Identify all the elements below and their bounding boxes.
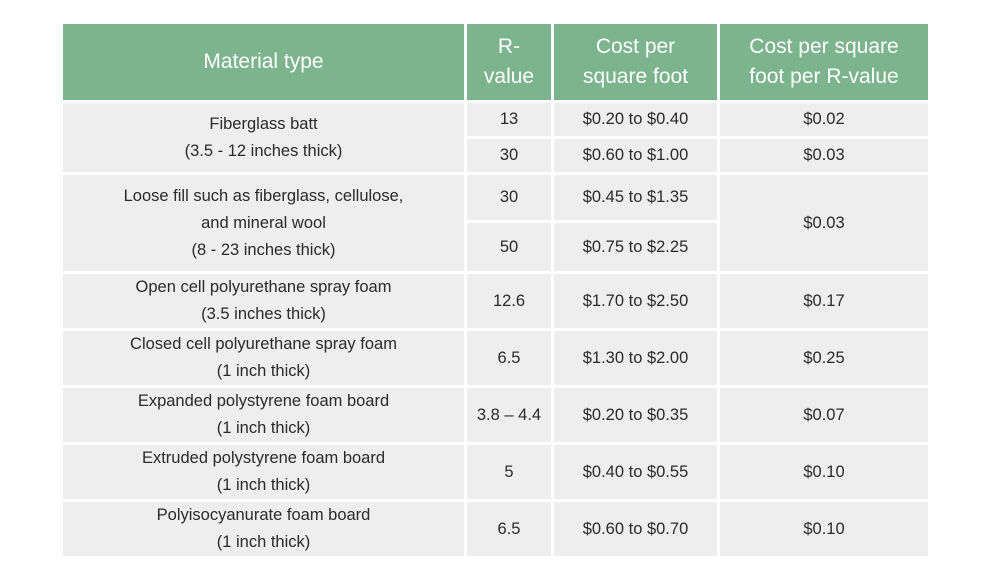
cost-per-r-cell: $0.03	[720, 139, 928, 172]
material-line: Fiberglass batt	[209, 114, 318, 133]
material-cell: Closed cell polyurethane spray foam (1 i…	[63, 331, 464, 385]
material-line: and mineral wool	[201, 213, 326, 232]
r-value-cell: 6.5	[467, 331, 551, 385]
r-value-cell: 30	[467, 175, 551, 220]
material-line: Open cell polyurethane spray foam	[135, 278, 392, 296]
material-cell: Expanded polystyrene foam board (1 inch …	[63, 388, 464, 442]
material-line: Loose fill such as fiberglass, cellulose…	[123, 186, 404, 205]
header-cost-per-r-line-1: Cost per square	[749, 35, 899, 58]
r-value-cell: 6.5	[467, 502, 551, 556]
header-cost-line-2: square foot	[582, 65, 689, 88]
material-cell: Extruded polystyrene foam board (1 inch …	[63, 445, 464, 499]
cost-cell: $0.75 to $2.25	[554, 223, 717, 271]
header-material-type-line: Material type	[203, 50, 324, 73]
material-line: Expanded polystyrene foam board	[137, 392, 390, 410]
r-value-cell: 13	[467, 103, 551, 136]
r-value-cell: 5	[467, 445, 551, 499]
cost-cell: $0.60 to $0.70	[554, 502, 717, 556]
table-row: 50 $0.75 to $2.25	[63, 223, 928, 271]
cost-cell: $0.60 to $1.00	[554, 139, 717, 172]
cost-per-r-cell: $0.25	[720, 331, 928, 385]
r-value-cell: 12.6	[467, 274, 551, 328]
cost-per-r-cell: $0.03	[720, 175, 928, 271]
material-line: (1 inch thick)	[216, 419, 311, 437]
header-r-value-line-1: R-	[497, 35, 521, 58]
table-row: Fiberglass batt (3.5 - 12 inches thick) …	[63, 103, 928, 172]
material-cell: Polyisocyanurate foam board (1 inch thic…	[63, 502, 464, 556]
cost-cell: $0.20 to $0.35	[554, 388, 717, 442]
cost-per-r-cell: $0.07	[720, 388, 928, 442]
header-material-type: Material type	[63, 24, 464, 100]
material-cell: Fiberglass batt (3.5 - 12 inches thick)	[63, 103, 464, 172]
cost-per-r-cell: $0.10	[720, 502, 928, 556]
r-value-cell: 3.8 – 4.4	[467, 388, 551, 442]
r-value-cell: 50	[467, 223, 551, 271]
material-line: Extruded polystyrene foam board	[141, 449, 386, 467]
header-r-value-line-2: value	[483, 65, 535, 88]
material-line: (1 inch thick)	[216, 362, 311, 380]
table-row: Loose fill such as fiberglass, cellulose…	[63, 175, 928, 271]
cost-per-r-cell: $0.02	[720, 103, 928, 136]
header-cost-line-1: Cost per	[595, 35, 676, 58]
table-header-row: Material type R- value Cost per square f…	[63, 24, 928, 100]
material-line: Closed cell polyurethane spray foam	[130, 335, 397, 353]
material-line: (8 - 23 inches thick)	[191, 240, 336, 259]
insulation-cost-table: Material type R- value Cost per square f…	[60, 21, 931, 559]
table-row: 30 $0.60 to $1.00 $0.03	[63, 139, 928, 172]
material-line: (1 inch thick)	[216, 476, 311, 494]
cost-per-r-cell: $0.17	[720, 274, 928, 328]
material-line: (3.5 - 12 inches thick)	[184, 141, 343, 160]
header-r-value: R- value	[467, 24, 551, 100]
table-row: Polyisocyanurate foam board (1 inch thic…	[63, 502, 928, 556]
material-line: Polyisocyanurate foam board	[156, 506, 371, 524]
table-row: Open cell polyurethane spray foam (3.5 i…	[63, 274, 928, 328]
cost-cell: $1.30 to $2.00	[554, 331, 717, 385]
header-cost-per-r-value: Cost per square foot per R-value	[720, 24, 928, 100]
material-line: (1 inch thick)	[216, 533, 311, 551]
table-row: Expanded polystyrene foam board (1 inch …	[63, 388, 928, 442]
cost-cell: $1.70 to $2.50	[554, 274, 717, 328]
material-cell: Loose fill such as fiberglass, cellulose…	[63, 175, 464, 271]
header-cost-per-square-foot: Cost per square foot	[554, 24, 717, 100]
cost-cell: $0.20 to $0.40	[554, 103, 717, 136]
material-cell: Open cell polyurethane spray foam (3.5 i…	[63, 274, 464, 328]
cost-per-r-cell: $0.10	[720, 445, 928, 499]
table-row: Extruded polystyrene foam board (1 inch …	[63, 445, 928, 499]
r-value-cell: 30	[467, 139, 551, 172]
table-row: Closed cell polyurethane spray foam (1 i…	[63, 331, 928, 385]
header-cost-per-r-line-2: foot per R-value	[749, 65, 899, 88]
material-line: (3.5 inches thick)	[201, 305, 326, 323]
cost-cell: $0.40 to $0.55	[554, 445, 717, 499]
cost-cell: $0.45 to $1.35	[554, 175, 717, 220]
